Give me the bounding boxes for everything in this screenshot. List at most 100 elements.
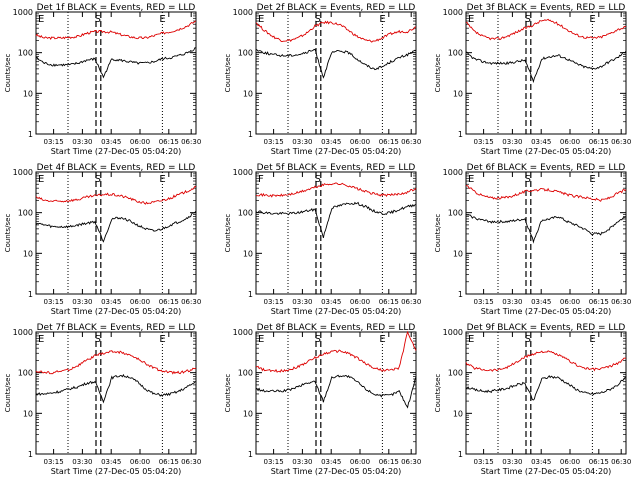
x-tick-label: 06:30 bbox=[611, 298, 631, 306]
y-tick-label: 1 bbox=[28, 450, 33, 459]
x-tick-label: 03:45 bbox=[321, 458, 341, 466]
y-tick-label: 1000 bbox=[233, 8, 253, 17]
y-tick-label: 10 bbox=[23, 249, 33, 258]
x-tick-label: 03:30 bbox=[502, 298, 522, 306]
panel-title: Det 8f BLACK = Events, RED = LLD bbox=[257, 323, 416, 333]
interval-marker-label: S bbox=[525, 334, 531, 345]
y-axis-label: Counts/sec bbox=[224, 214, 232, 253]
panel-title: Det 1f BLACK = Events, RED = LLD bbox=[37, 3, 196, 13]
y-tick-label: 1000 bbox=[13, 168, 33, 177]
x-tick-label: 06:00 bbox=[350, 458, 370, 466]
x-tick-label: 03:45 bbox=[321, 138, 341, 146]
x-tick-label: 03:30 bbox=[292, 138, 312, 146]
x-tick-label: 06:00 bbox=[350, 138, 370, 146]
interval-marker-label: S bbox=[315, 174, 321, 185]
x-tick-label: 06:00 bbox=[560, 458, 580, 466]
x-tick-label: 03:15 bbox=[44, 298, 64, 306]
interval-marker-label: E bbox=[38, 334, 44, 345]
y-tick-label: 10 bbox=[23, 89, 33, 98]
y-tick-label: 1000 bbox=[13, 8, 33, 17]
x-axis-label: Start Time (27-Dec-05 05:04:20) bbox=[271, 147, 402, 156]
x-tick-label: 06:00 bbox=[130, 298, 150, 306]
interval-marker-label: E bbox=[468, 174, 474, 185]
x-tick-label: 06:15 bbox=[159, 138, 179, 146]
events-series-line bbox=[465, 50, 627, 84]
y-tick-label: 1000 bbox=[443, 8, 463, 17]
x-tick-label: 06:15 bbox=[379, 458, 399, 466]
x-tick-label: 03:15 bbox=[44, 458, 64, 466]
x-tick-label: 06:15 bbox=[589, 138, 609, 146]
x-tick-label: 03:30 bbox=[72, 138, 92, 146]
y-axis-label: Counts/sec bbox=[4, 54, 12, 93]
interval-marker-label: E bbox=[159, 14, 165, 25]
y-tick-label: 100 bbox=[448, 369, 463, 378]
x-tick-label: 06:30 bbox=[401, 138, 421, 146]
x-tick-label: 06:30 bbox=[181, 138, 201, 146]
interval-marker-label: E bbox=[159, 174, 165, 185]
lld-series-line bbox=[465, 185, 627, 202]
interval-marker-label: E bbox=[159, 334, 165, 345]
x-tick-label: 03:45 bbox=[531, 138, 551, 146]
panel-det-4: Det 4f BLACK = Events, RED = LLD 1 10 100 10… bbox=[4, 163, 201, 316]
y-tick-label: 1000 bbox=[443, 328, 463, 337]
interval-marker-label: E bbox=[589, 174, 595, 185]
x-tick-label: 03:15 bbox=[474, 298, 494, 306]
x-axis-label: Start Time (27-Dec-05 05:04:20) bbox=[51, 147, 182, 156]
panel-title: Det 2f BLACK = Events, RED = LLD bbox=[257, 3, 416, 13]
x-tick-label: 03:45 bbox=[101, 298, 121, 306]
x-tick-label: 03:30 bbox=[292, 458, 312, 466]
interval-marker-label: S bbox=[525, 174, 531, 185]
y-tick-label: 1 bbox=[248, 130, 253, 139]
y-tick-label: 1000 bbox=[233, 168, 253, 177]
y-tick-label: 1000 bbox=[13, 328, 33, 337]
lld-series-line bbox=[35, 185, 197, 205]
y-tick-label: 100 bbox=[18, 209, 33, 218]
x-tick-label: 06:15 bbox=[159, 458, 179, 466]
panel-title: Det 4f BLACK = Events, RED = LLD bbox=[37, 163, 196, 173]
x-tick-label: 06:15 bbox=[379, 138, 399, 146]
lld-series-line bbox=[35, 350, 197, 375]
y-tick-label: 10 bbox=[23, 409, 33, 418]
panel-title: Det 5f BLACK = Events, RED = LLD bbox=[257, 163, 416, 173]
events-series-line bbox=[465, 375, 627, 401]
x-axis-label: Start Time (27-Dec-05 05:04:20) bbox=[51, 307, 182, 316]
x-tick-label: 06:30 bbox=[401, 458, 421, 466]
y-axis-label: Counts/sec bbox=[224, 374, 232, 413]
interval-marker-label: E bbox=[38, 14, 44, 25]
events-series-line bbox=[255, 48, 417, 79]
plot-frame bbox=[35, 171, 197, 295]
lld-series-line bbox=[255, 182, 417, 198]
x-tick-label: 06:30 bbox=[401, 298, 421, 306]
x-tick-label: 06:00 bbox=[130, 458, 150, 466]
x-tick-label: 06:15 bbox=[159, 298, 179, 306]
x-tick-label: 06:15 bbox=[379, 298, 399, 306]
interval-marker-label: E bbox=[258, 334, 264, 345]
x-tick-label: 06:30 bbox=[611, 458, 631, 466]
x-axis-label: Start Time (27-Dec-05 05:04:20) bbox=[51, 467, 182, 476]
events-series-line bbox=[35, 210, 197, 243]
y-axis-label: Counts/sec bbox=[4, 374, 12, 413]
x-tick-label: 03:15 bbox=[474, 458, 494, 466]
y-tick-label: 1 bbox=[458, 130, 463, 139]
x-axis-label: Start Time (27-Dec-05 05:04:20) bbox=[481, 467, 612, 476]
events-series-line bbox=[465, 214, 627, 244]
y-tick-label: 100 bbox=[18, 369, 33, 378]
x-axis-label: Start Time (27-Dec-05 05:04:20) bbox=[481, 147, 612, 156]
y-tick-label: 10 bbox=[453, 409, 463, 418]
plot-frame bbox=[255, 171, 417, 295]
lld-series-line bbox=[255, 330, 417, 373]
plot-frame bbox=[255, 11, 417, 135]
interval-marker-label: F bbox=[258, 174, 264, 185]
x-axis-label: Start Time (27-Dec-05 05:04:20) bbox=[271, 307, 402, 316]
x-tick-label: 06:30 bbox=[181, 298, 201, 306]
interval-marker-label: E bbox=[589, 14, 595, 25]
events-series-line bbox=[35, 373, 197, 404]
panel-det-6: Det 6f BLACK = Events, RED = LLD 1 10 100 10… bbox=[434, 163, 631, 316]
plot-frame bbox=[35, 331, 197, 455]
x-tick-label: 06:00 bbox=[560, 138, 580, 146]
panel-det-5: Det 5f BLACK = Events, RED = LLD 1 10 100 10… bbox=[224, 163, 421, 316]
lld-series-line bbox=[465, 18, 627, 41]
x-tick-label: 06:30 bbox=[611, 138, 631, 146]
y-tick-label: 1 bbox=[248, 450, 253, 459]
